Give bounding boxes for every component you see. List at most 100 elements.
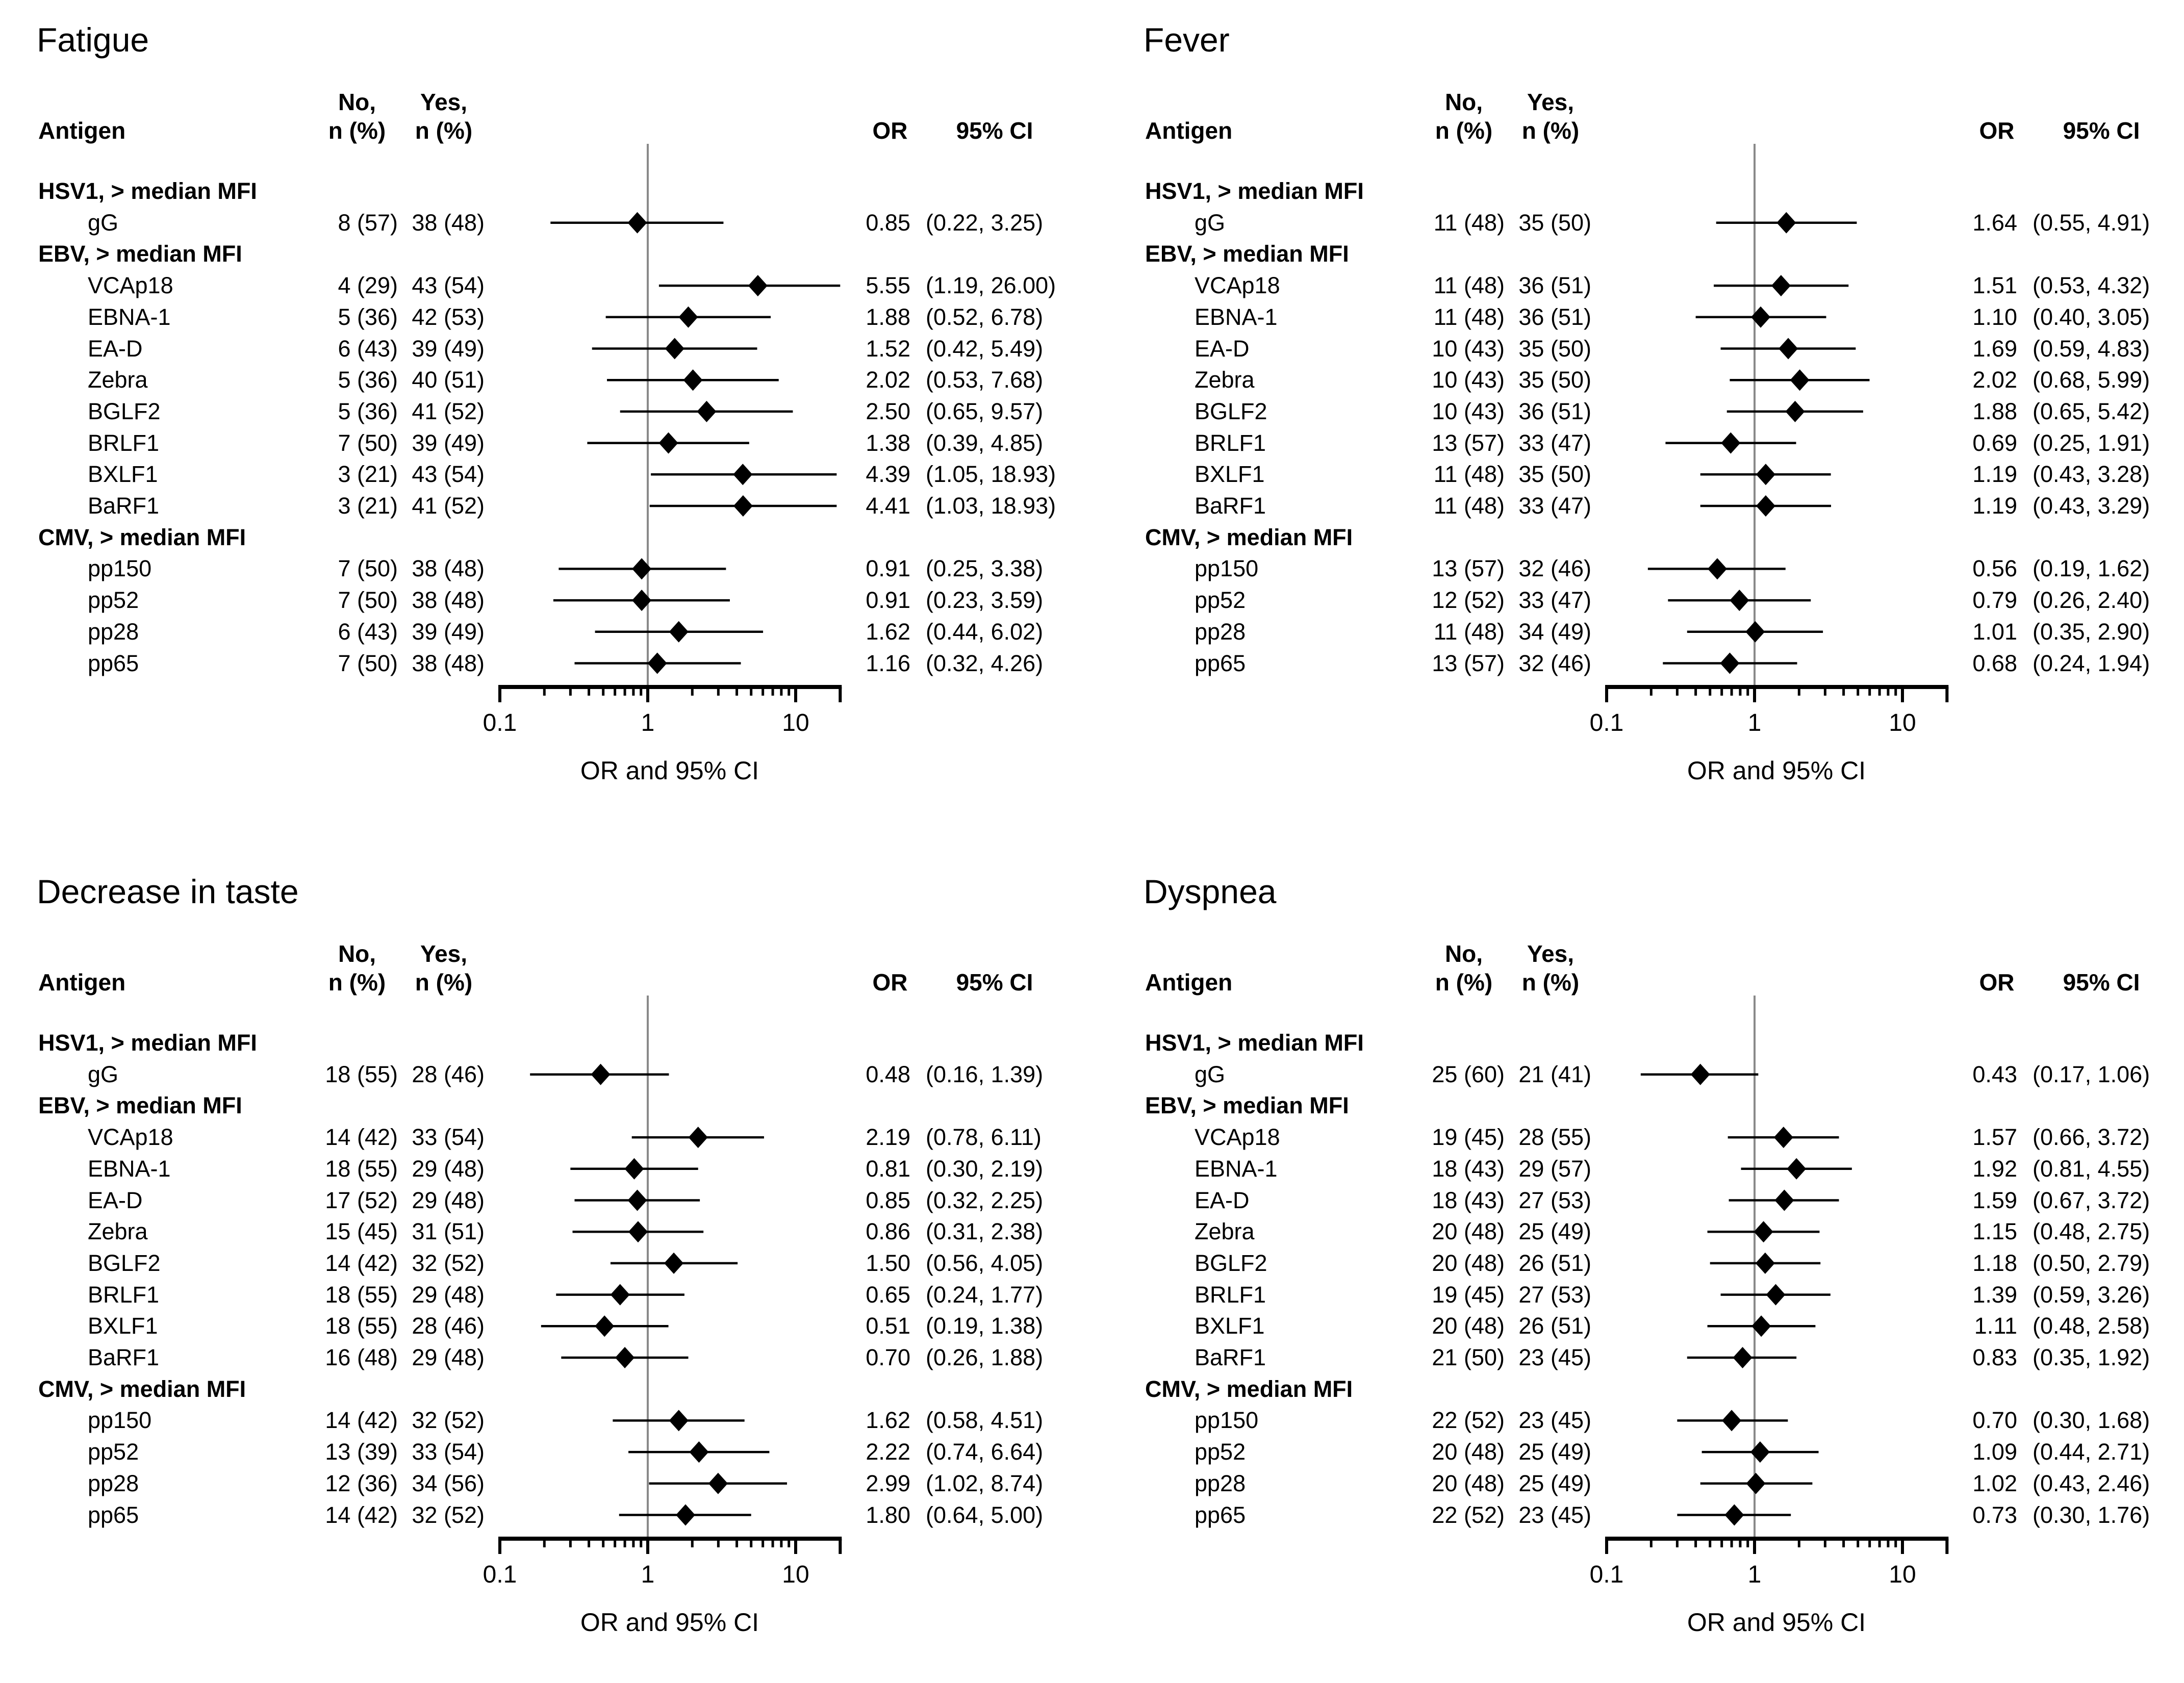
or-value: 4.39 — [866, 461, 910, 488]
no-count: 25 (60) — [1432, 1061, 1505, 1087]
antigen-label: EBNA-1 — [88, 303, 171, 330]
column-header-yes-sub: n (%) — [415, 117, 473, 144]
ci-value: (0.22, 3.25) — [926, 209, 1044, 236]
antigen-label: gG — [88, 209, 119, 236]
or-diamond — [1776, 212, 1796, 234]
yes-count: 32 (46) — [1518, 555, 1591, 582]
column-header-yes: Yes, — [1527, 89, 1574, 115]
ci-value: (0.23, 3.59) — [926, 587, 1044, 614]
antigen-label: BaRF1 — [1195, 1344, 1266, 1370]
yes-count: 31 (51) — [412, 1218, 485, 1245]
column-header-yes-sub: n (%) — [1521, 969, 1580, 996]
antigen-label: BRLF1 — [88, 429, 160, 456]
no-count: 13 (39) — [325, 1439, 398, 1465]
ci-value: (0.31, 2.38) — [926, 1218, 1044, 1245]
tick-label: 1 — [1747, 1561, 1762, 1588]
no-count: 13 (57) — [1432, 555, 1505, 582]
or-diamond — [1745, 621, 1765, 643]
ci-value: (0.26, 2.40) — [2033, 587, 2150, 614]
antigen-label: BGLF2 — [1195, 398, 1267, 424]
antigen-label: VCAp18 — [88, 272, 173, 299]
ci-value: (0.25, 3.38) — [926, 555, 1044, 582]
no-count: 6 (43) — [338, 618, 398, 645]
or-value: 1.09 — [1972, 1439, 2017, 1465]
or-diamond — [1756, 495, 1775, 517]
tick-label: 10 — [782, 1561, 809, 1588]
tick-label: 1 — [1747, 709, 1762, 736]
antigen-label: BRLF1 — [88, 1281, 160, 1308]
or-diamond — [683, 369, 703, 391]
column-header-no-sub: n (%) — [1435, 969, 1493, 996]
ci-value: (0.67, 3.72) — [2033, 1187, 2150, 1213]
yes-count: 43 (54) — [412, 461, 485, 488]
tick-label: 1 — [641, 709, 655, 736]
yes-count: 23 (45) — [1518, 1407, 1591, 1434]
or-value: 1.62 — [866, 1407, 910, 1434]
no-count: 3 (21) — [338, 461, 398, 488]
ci-value: (0.53, 4.32) — [2033, 272, 2150, 299]
or-value: 0.56 — [1972, 555, 2017, 582]
tick-label: 0.1 — [1589, 1561, 1624, 1588]
yes-count: 33 (54) — [412, 1124, 485, 1151]
yes-count: 38 (48) — [412, 555, 485, 582]
no-count: 11 (48) — [1433, 272, 1505, 299]
yes-count: 32 (46) — [1518, 650, 1591, 676]
antigen-label: pp150 — [1195, 555, 1259, 582]
or-value: 4.41 — [866, 493, 910, 519]
ci-value: (0.24, 1.94) — [2033, 650, 2150, 676]
or-value: 1.88 — [866, 303, 910, 330]
panel-title: Decrease in taste — [37, 873, 299, 910]
no-count: 14 (42) — [325, 1250, 398, 1276]
or-diamond — [1733, 1347, 1753, 1368]
antigen-label: BXLF1 — [88, 461, 158, 488]
ci-value: (0.44, 6.02) — [926, 618, 1044, 645]
yes-count: 38 (48) — [412, 209, 485, 236]
ci-value: (0.42, 5.49) — [926, 335, 1044, 362]
no-count: 18 (55) — [325, 1313, 398, 1339]
no-count: 12 (36) — [325, 1470, 398, 1496]
ci-value: (0.39, 4.85) — [926, 429, 1044, 456]
no-count: 7 (50) — [338, 587, 398, 614]
or-diamond — [615, 1347, 635, 1368]
yes-count: 29 (48) — [412, 1155, 485, 1182]
or-value: 1.19 — [1972, 493, 2017, 519]
or-diamond — [1724, 1504, 1744, 1526]
or-diamond — [627, 1189, 647, 1211]
no-count: 22 (52) — [1432, 1501, 1505, 1528]
column-header-antigen: Antigen — [38, 117, 126, 144]
or-diamond — [748, 275, 768, 297]
forest-plot — [1605, 996, 1949, 1554]
ci-value: (0.44, 2.71) — [2033, 1439, 2150, 1465]
column-header-ci: 95% CI — [2063, 969, 2140, 996]
panel-fever: Fever Antigen No, n (%) Yes, n (%) OR 95… — [1137, 15, 2184, 831]
antigen-label: EBNA-1 — [88, 1155, 171, 1182]
or-diamond — [1707, 558, 1727, 580]
ci-value: (0.16, 1.39) — [926, 1061, 1044, 1087]
column-header-yes: Yes, — [420, 89, 468, 115]
or-diamond — [1756, 464, 1775, 486]
yes-count: 39 (49) — [412, 429, 485, 456]
no-count: 15 (45) — [325, 1218, 398, 1245]
or-value: 1.69 — [1972, 335, 2017, 362]
or-diamond — [665, 338, 684, 360]
yes-count: 29 (48) — [412, 1344, 485, 1370]
axis-label: OR and 95% CI — [1687, 756, 1866, 785]
no-count: 20 (48) — [1432, 1313, 1505, 1339]
or-diamond — [1773, 1127, 1793, 1149]
no-count: 20 (48) — [1432, 1470, 1505, 1496]
or-diamond — [1750, 1441, 1770, 1463]
yes-count: 29 (48) — [412, 1187, 485, 1213]
yes-count: 33 (47) — [1518, 493, 1591, 519]
or-value: 0.48 — [866, 1061, 910, 1087]
or-value: 1.52 — [866, 335, 910, 362]
or-diamond — [632, 590, 652, 611]
or-value: 5.55 — [866, 272, 910, 299]
or-diamond — [1785, 400, 1805, 422]
antigen-label: EA-D — [1195, 1187, 1250, 1213]
yes-count: 42 (53) — [412, 303, 485, 330]
antigen-label: pp28 — [1195, 618, 1246, 645]
ci-value: (0.78, 6.11) — [926, 1124, 1042, 1151]
antigen-label: BaRF1 — [88, 1344, 160, 1370]
or-diamond — [697, 400, 717, 422]
